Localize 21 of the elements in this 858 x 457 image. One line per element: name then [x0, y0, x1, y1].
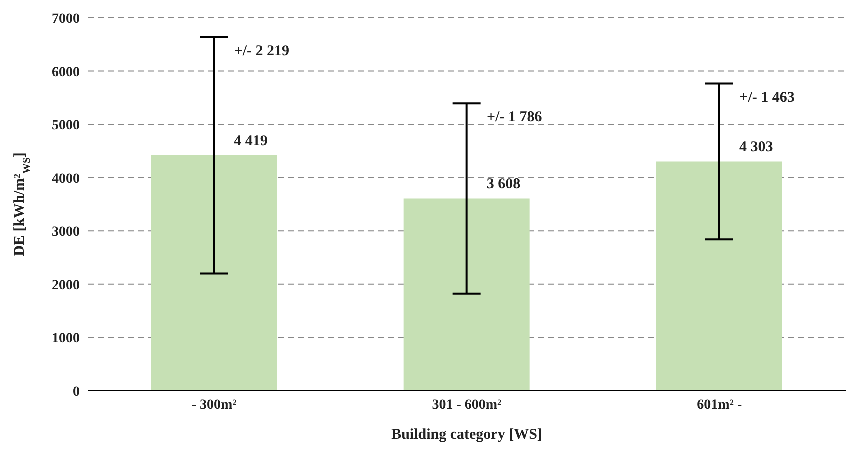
y-tick-label: 5000	[52, 118, 80, 134]
bar	[656, 162, 782, 391]
x-tick-label: - 300m²	[192, 398, 237, 413]
data-label: 4 303	[740, 140, 774, 156]
bar	[404, 198, 530, 391]
annotation: +/- 1 786	[487, 110, 543, 126]
y-tick-label: 7000	[52, 12, 80, 27]
x-tick-label: 301 - 600m²	[432, 398, 502, 413]
y-tick-label: 0	[73, 384, 80, 400]
y-tick-label: 1000	[52, 332, 80, 347]
y-tick-label: 3000	[52, 225, 80, 240]
x-axis-title: Building category [WS]	[392, 427, 542, 443]
y-tick-label: 2000	[52, 278, 80, 294]
x-tick-label: 601m² -	[697, 398, 743, 413]
data-label: 4 419	[234, 134, 268, 150]
y-tick-label: 4000	[52, 172, 80, 187]
annotation: +/- 1 463	[740, 90, 795, 106]
data-label: 3 608	[486, 176, 521, 193]
y-tick-label: 6000	[52, 65, 80, 80]
bar	[151, 156, 278, 391]
annotation: +/- 2 219	[234, 43, 290, 60]
